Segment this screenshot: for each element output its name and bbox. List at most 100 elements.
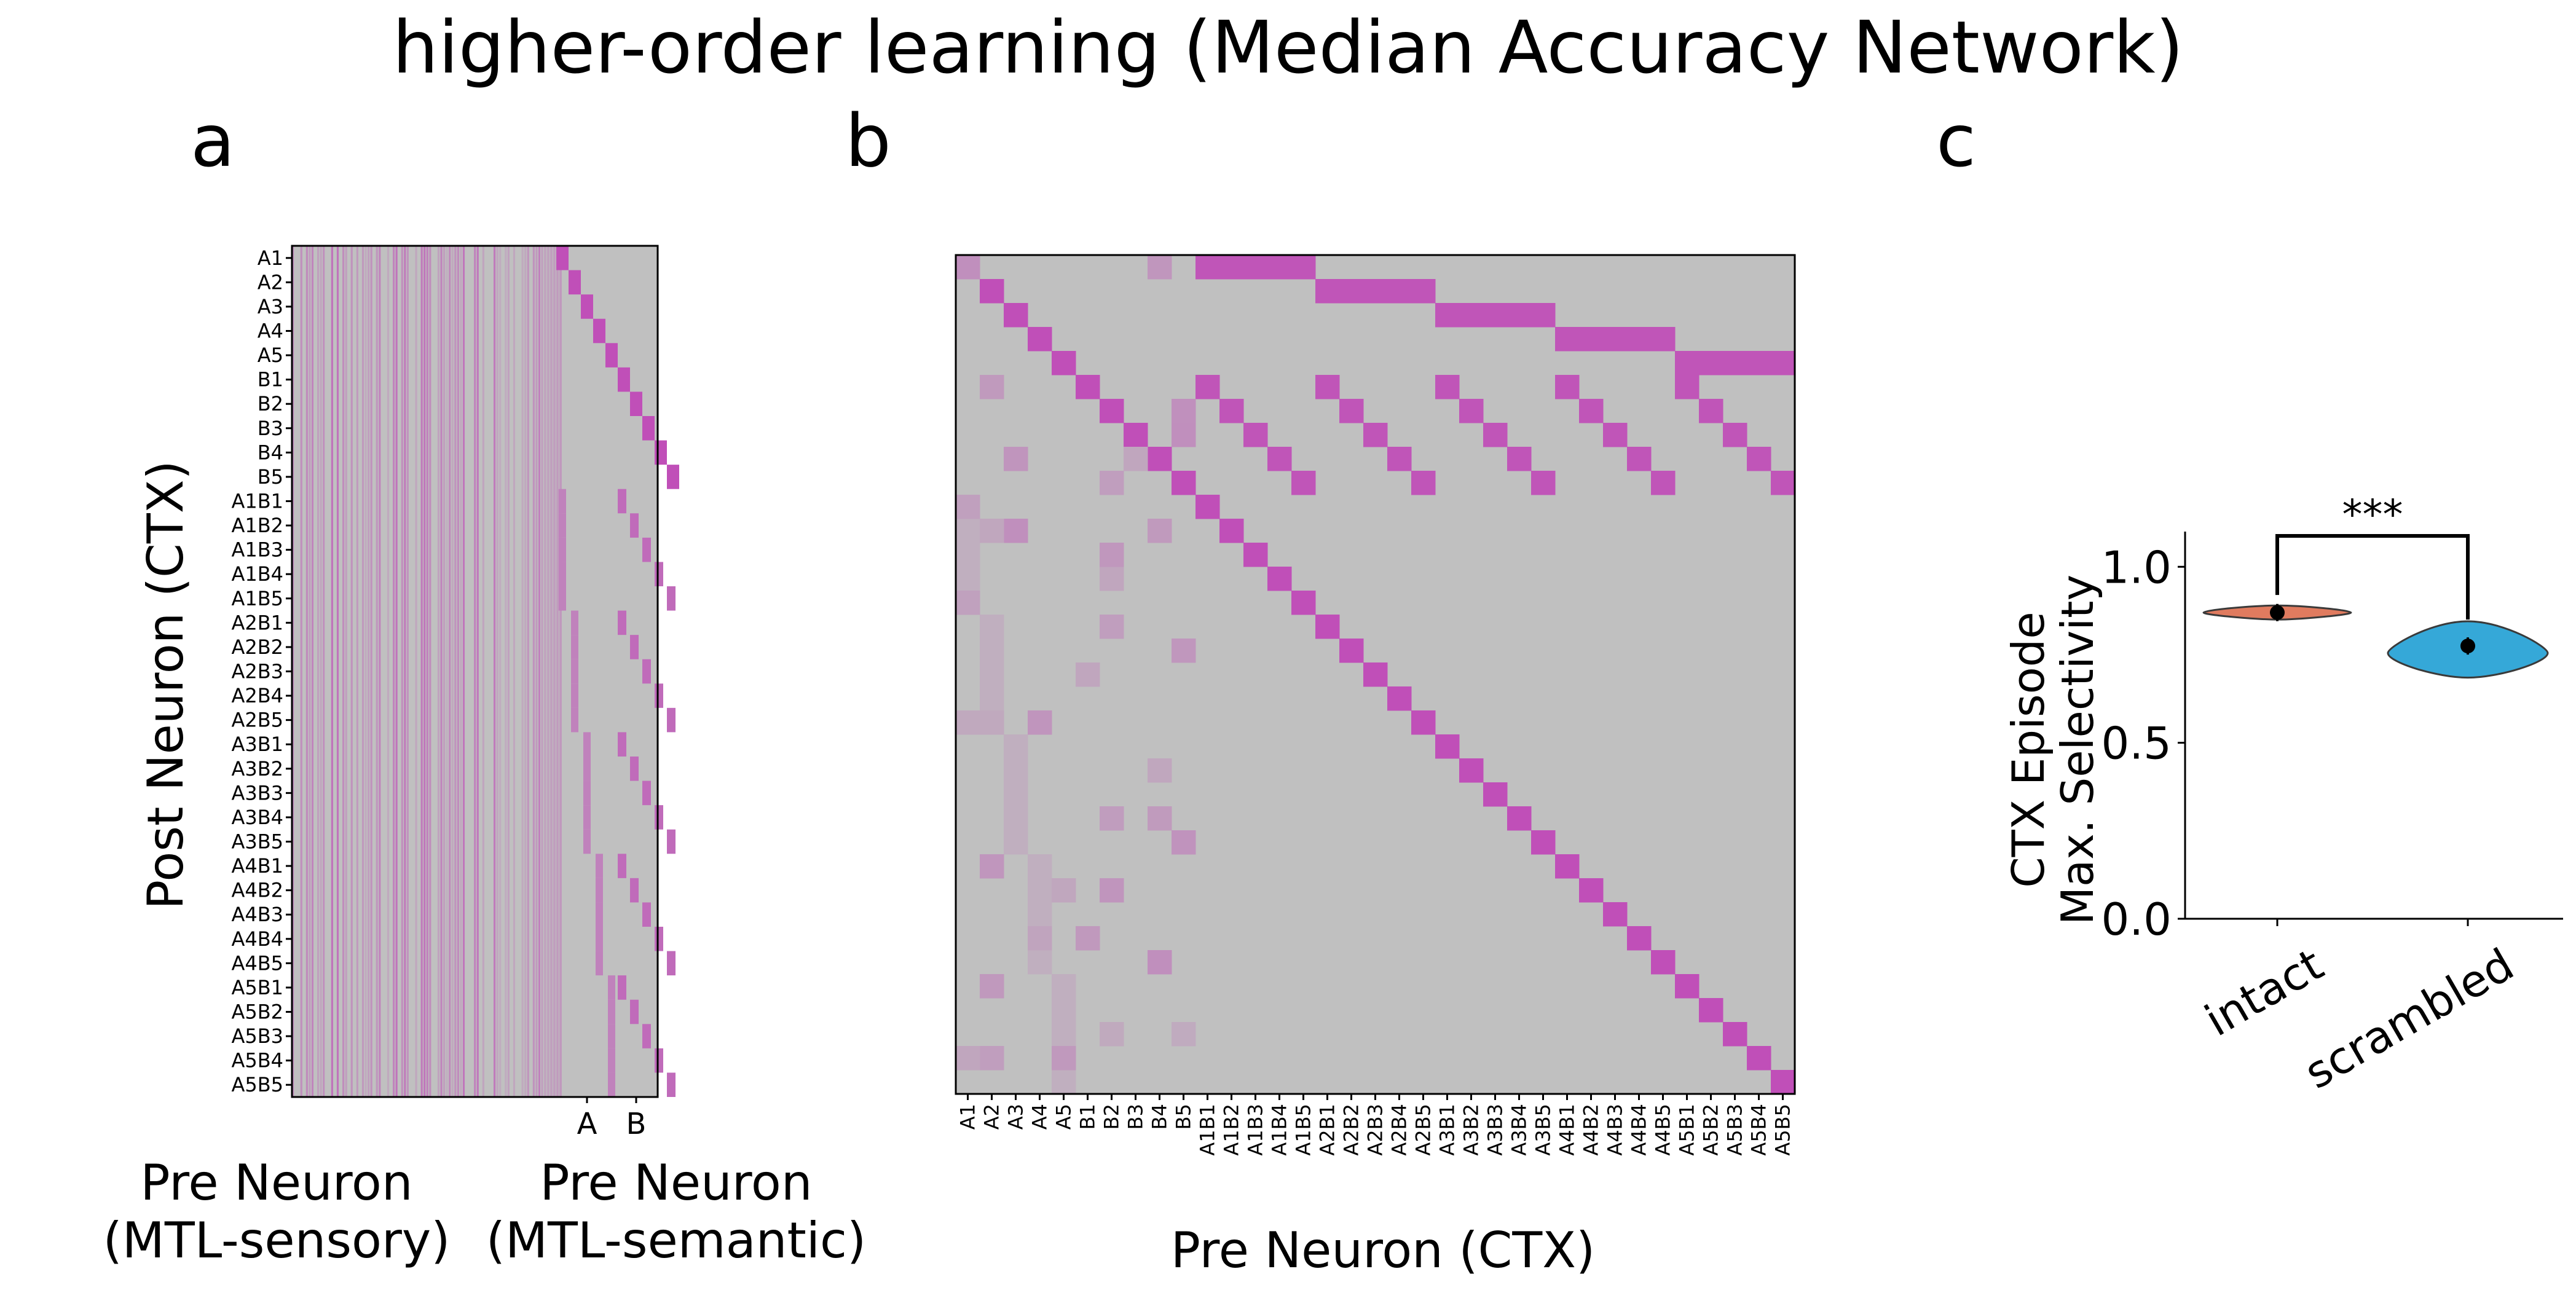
semantic-weight-cell — [642, 1024, 651, 1048]
weight-cell — [956, 519, 980, 543]
semantic-weight-cell — [667, 707, 676, 733]
sensory-weight-stripe — [505, 246, 507, 1097]
x-tick-label: B1 — [1076, 1104, 1100, 1130]
y-tick-label: B2 — [258, 392, 283, 415]
sensory-weight-stripe — [420, 246, 423, 1097]
weight-cell — [1387, 686, 1412, 711]
weight-cell — [1627, 327, 1652, 352]
x-tick-label: A2B4 — [1388, 1104, 1411, 1156]
sensory-weight-stripe — [395, 246, 398, 1097]
weight-cell — [1483, 303, 1508, 328]
semantic-weight-cell — [618, 367, 630, 392]
weight-cell — [1267, 255, 1292, 280]
sensory-weight-stripe — [482, 246, 484, 1097]
weight-cell — [1699, 998, 1723, 1023]
x-tick-label: A3B3 — [1484, 1104, 1507, 1156]
x-tick-label: B5 — [1172, 1104, 1195, 1130]
weight-cell — [1219, 519, 1244, 543]
x-tick-label: A1B3 — [1244, 1104, 1267, 1156]
sensory-weight-stripe — [415, 246, 417, 1097]
weight-cell — [1435, 734, 1460, 759]
weight-cell — [980, 615, 1004, 639]
weight-cell — [1100, 567, 1124, 591]
x-tick-label: A3B2 — [1460, 1104, 1483, 1156]
x-tick-label: A4B5 — [1652, 1104, 1675, 1156]
weight-cell — [1148, 806, 1172, 831]
weight-cell — [1004, 447, 1028, 471]
y-tick-label: B1 — [258, 368, 283, 391]
weight-cell — [1100, 471, 1124, 495]
x-tick-label: A4B4 — [1628, 1104, 1651, 1156]
y-tick-label: A1B1 — [231, 490, 283, 513]
weight-cell — [1411, 710, 1436, 735]
sensory-weight-stripe — [457, 246, 459, 1097]
semantic-weight-cell — [642, 780, 651, 806]
y-tick-label: A4B1 — [231, 854, 283, 878]
sensory-weight-stripe — [532, 246, 535, 1097]
semantic-weight-cell — [581, 294, 593, 319]
y-tick-label: A3B2 — [231, 757, 283, 780]
weight-cell — [1004, 758, 1028, 783]
y-tick-label: A5B5 — [231, 1073, 283, 1096]
weight-cell — [1100, 878, 1124, 903]
weight-cell — [1100, 543, 1124, 567]
y-tick-label: A2B3 — [231, 660, 283, 683]
weight-cell — [980, 639, 1004, 663]
weight-cell — [1747, 1046, 1771, 1071]
sensory-weight-stripe — [361, 246, 364, 1097]
weight-cell — [1028, 902, 1052, 927]
weight-cell — [1052, 1046, 1076, 1071]
sensory-weight-stripe — [451, 246, 454, 1097]
sensory-weight-stripe — [449, 246, 451, 1097]
weight-cell — [1172, 639, 1196, 663]
weight-cell — [1627, 926, 1652, 951]
weight-cell — [1076, 926, 1100, 951]
y-tick-label: A5B4 — [231, 1049, 283, 1072]
sensory-weight-stripe — [356, 246, 358, 1097]
weight-cell — [980, 710, 1004, 735]
panel-b-xlabel: Pre Neuron (CTX) — [1170, 1222, 1596, 1279]
y-tick-label: B4 — [258, 441, 283, 464]
weight-cell — [1291, 591, 1316, 615]
y-tick-label: A1 — [258, 246, 283, 270]
x-tick-label: A4B1 — [1556, 1104, 1579, 1156]
weight-cell — [1531, 303, 1556, 328]
x-tick-label: A1B4 — [1268, 1104, 1291, 1156]
weight-cell — [1339, 279, 1364, 304]
semantic-weight-cell — [596, 927, 603, 951]
weight-cell — [1195, 375, 1220, 399]
y-tick-label: A1B3 — [231, 538, 283, 562]
semantic-weight-cell — [608, 1072, 615, 1097]
sensory-weight-stripe — [513, 246, 516, 1097]
weight-cell — [1148, 758, 1172, 783]
weight-cell — [1363, 662, 1388, 687]
weight-cell — [1531, 471, 1556, 495]
y-tick-label: A1B5 — [231, 587, 283, 610]
weight-cell — [1100, 615, 1124, 639]
weight-cell — [956, 495, 980, 519]
sensory-weight-stripe — [364, 246, 367, 1097]
semantic-weight-cell — [596, 902, 603, 927]
x-tick-label: A5B2 — [1700, 1104, 1723, 1156]
panel-a-letter: a — [191, 98, 235, 183]
weight-cell — [1483, 782, 1508, 807]
semantic-weight-cell — [583, 829, 591, 854]
semantic-weight-cell — [642, 659, 651, 684]
xlabel-semantic-line1: Pre Neuron — [540, 1154, 813, 1211]
weight-cell — [956, 710, 980, 735]
weight-cell — [1747, 447, 1771, 471]
y-tick-label: A1B2 — [231, 514, 283, 537]
semantic-weight-cell — [655, 1048, 663, 1073]
y-tick-label: A2B4 — [231, 684, 283, 707]
weight-cell — [1052, 878, 1076, 903]
weight-cell — [980, 519, 1004, 543]
panel-a-xlabel-sensory: Pre Neuron (MTL-sensory) — [92, 1158, 461, 1265]
weight-cell — [1339, 399, 1364, 423]
weight-cell — [1148, 519, 1172, 543]
weight-cell — [1747, 351, 1771, 375]
weight-cell — [1124, 447, 1148, 471]
x-tick-label: A4 — [1028, 1104, 1052, 1130]
x-tick-label: A4B2 — [1580, 1104, 1603, 1156]
weight-cell — [1507, 806, 1532, 831]
x-tick-label: A2B5 — [1412, 1104, 1435, 1156]
